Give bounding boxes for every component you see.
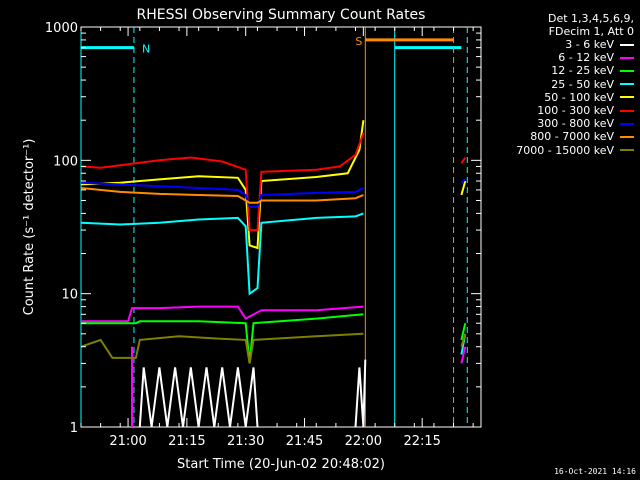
legend-entry: 300 - 800 keV (482, 117, 634, 130)
series-layer (80, 120, 467, 428)
saa-label: S (355, 35, 362, 48)
series-50-100-kev-line (80, 120, 365, 250)
legend-header-line: Det 1,3,4,5,6,9, (547, 12, 634, 25)
y-tick-label: 1 (70, 421, 78, 436)
x-tick-label: 22:15 (403, 434, 440, 449)
x-tick-label: 21:30 (227, 434, 264, 449)
night-label: N (142, 43, 150, 56)
legend-label: 100 - 300 keV (537, 104, 614, 118)
legend-entry: 7000 - 15000 keV (482, 144, 634, 157)
series-3-6-kev-line (138, 367, 259, 428)
series-6-12-kev-line (460, 346, 467, 364)
series-7000-15000-kev-line (80, 332, 364, 364)
legend-swatch (620, 122, 634, 125)
legend-swatch (620, 96, 634, 99)
annotation-layer: NS (80, 27, 468, 427)
series-300-800-kev-line (460, 178, 466, 184)
legend-swatch (620, 69, 634, 72)
series-3-6-kev-line (354, 359, 367, 428)
y-tick-label: 100 (53, 154, 78, 169)
legend-label: 7000 - 15000 keV (516, 143, 614, 157)
legend-swatch (620, 83, 634, 86)
y-tick-label: 1000 (45, 21, 78, 36)
timestamp: 16-Oct-2021 14:16 (554, 467, 636, 476)
y-tick-label: 10 (61, 288, 78, 303)
x-axis-label: Start Time (20-Jun-02 20:48:02) (177, 457, 385, 472)
legend-entry: 50 - 100 keV (482, 91, 634, 104)
x-tick-label: 21:15 (168, 434, 205, 449)
chart-title: RHESSI Observing Summary Count Rates (137, 7, 426, 23)
legend-entry: 3 - 6 keV (482, 38, 634, 51)
series-7000-15000-kev-line (460, 333, 467, 347)
series-800-7000-kev-line (80, 187, 364, 204)
legend: Det 1,3,4,5,6,9, FDecim 1, Att 0 3 - 6 k… (482, 12, 634, 157)
legend-label: 6 - 12 keV (558, 51, 614, 65)
legend-swatch (620, 43, 634, 46)
x-tick-label: 21:00 (109, 434, 146, 449)
legend-label: 25 - 50 keV (551, 77, 614, 91)
legend-entry: 12 - 25 keV (482, 64, 634, 77)
legend-entry: 6 - 12 keV (482, 51, 634, 64)
legend-entry: 100 - 300 keV (482, 104, 634, 117)
legend-label: 800 - 7000 keV (530, 130, 614, 144)
legend-swatch (620, 135, 634, 138)
y-axis-label: Count Rate (s⁻¹ detector⁻¹) (22, 139, 37, 316)
tick-layer: 1 10 100 1000 21:00 21:15 21:30 21:45 22:00 22:15 (45, 21, 481, 449)
plot-frame (80, 26, 482, 428)
series-12-25-kev-line (81, 313, 364, 364)
legend-label: 12 - 25 keV (551, 64, 614, 78)
series-50-100-kev-line (460, 180, 467, 196)
legend-entry: 25 - 50 keV (482, 78, 634, 91)
legend-swatch (620, 149, 634, 152)
legend-label: 50 - 100 keV (544, 90, 614, 104)
legend-swatch (620, 109, 634, 112)
series-6-12-kev-line (81, 305, 364, 323)
series-12-25-kev-line (460, 322, 467, 341)
series-100-300-kev-line (460, 156, 467, 164)
legend-label: 300 - 800 keV (537, 117, 614, 131)
legend-header-line: FDecim 1, Att 0 (548, 25, 634, 38)
legend-label: 3 - 6 keV (565, 38, 614, 52)
x-tick-label: 22:00 (345, 434, 382, 449)
legend-entry: 800 - 7000 keV (482, 130, 634, 143)
series-25-50-kev-line (80, 212, 364, 296)
x-tick-label: 21:45 (286, 434, 323, 449)
legend-swatch (620, 56, 634, 59)
